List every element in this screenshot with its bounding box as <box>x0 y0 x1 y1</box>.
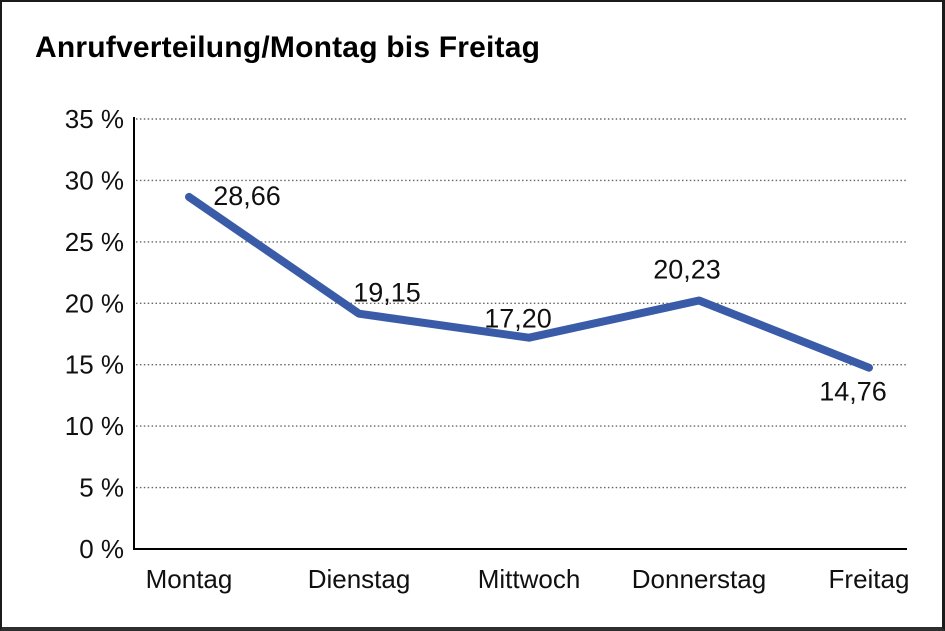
y-tick-label: 15 % <box>65 350 124 380</box>
y-tick-label: 10 % <box>65 411 124 441</box>
y-tick-label: 30 % <box>65 165 124 195</box>
y-tick-label: 25 % <box>65 227 124 257</box>
y-tick-label: 0 % <box>79 534 124 564</box>
y-tick-label: 20 % <box>65 288 124 318</box>
data-label: 19,15 <box>353 278 421 308</box>
chart-title: Anrufverteilung/Montag bis Freitag <box>35 31 541 64</box>
data-label: 14,76 <box>819 377 887 407</box>
data-label: 17,20 <box>484 304 552 334</box>
data-label: 20,23 <box>653 255 721 285</box>
data-line <box>185 192 873 372</box>
x-tick-label: Freitag <box>829 564 910 594</box>
x-tick-label: Dienstag <box>308 564 411 594</box>
x-tick-label: Donnerstag <box>632 564 766 594</box>
y-tick-label: 5 % <box>79 473 124 503</box>
y-tick-label: 35 % <box>65 104 124 134</box>
data-label: 28,66 <box>213 181 281 211</box>
x-tick-label: Mittwoch <box>478 564 581 594</box>
x-tick-label: Montag <box>146 564 233 594</box>
